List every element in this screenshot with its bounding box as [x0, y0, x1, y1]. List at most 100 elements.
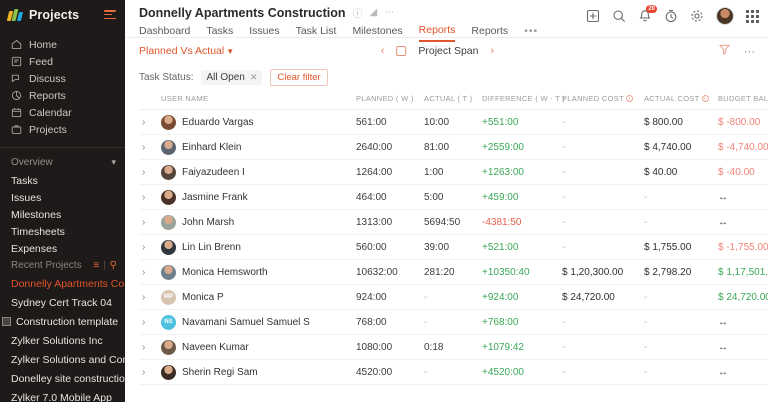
tab-task-list[interactable]: Task List — [295, 25, 337, 37]
table-row[interactable]: › Sherin Regi Sam 4520:00 - +4520:00 - - ↔ — [139, 359, 768, 385]
table-row[interactable]: › Eduardo Vargas 561:00 10:00 +551:00 - $ 800.… — [139, 109, 768, 135]
actual-cost-cell-value: $ 4,740.00 — [644, 141, 692, 153]
expand-row-icon[interactable]: › — [142, 216, 146, 228]
sort-icon[interactable]: ≡ — [93, 260, 100, 271]
avatar[interactable] — [161, 364, 176, 380]
tab-issues[interactable]: Issues — [249, 25, 280, 37]
app-grid-icon[interactable] — [746, 9, 759, 23]
info-icon[interactable]: ⓘ — [352, 9, 363, 20]
avatar[interactable] — [161, 189, 176, 205]
table-row[interactable]: › MP Monica P 924:00 - +924:00 $ 24,720.00 - $ 2… — [139, 284, 768, 310]
sidebar-item-expenses[interactable]: Expenses — [11, 242, 58, 255]
sidebar-item-feed[interactable]: Feed — [0, 53, 125, 70]
avatar[interactable] — [161, 164, 176, 180]
sidebar-item-milestones[interactable]: Milestones — [11, 208, 62, 221]
search-icon[interactable]: ⚲ — [109, 260, 117, 271]
next-span-button[interactable]: › — [490, 45, 495, 57]
tab-milestones[interactable]: Milestones — [352, 25, 403, 37]
avatar[interactable] — [161, 139, 176, 155]
chart-icon[interactable]: ◢ — [369, 7, 378, 18]
sidebar-item-reports[interactable]: Reports — [0, 87, 125, 104]
expand-row-icon[interactable]: › — [142, 241, 146, 253]
sidebar-section-overview[interactable]: Overview ▾ — [0, 153, 125, 172]
column-header-actual-t[interactable]: ACTUAL ( T ) — [424, 90, 482, 110]
recent-project-item[interactable]: Zylker Solutions Inc — [0, 331, 125, 350]
tab-reports[interactable]: Reports — [471, 25, 509, 37]
tab-dashboard[interactable]: Dashboard — [139, 25, 191, 37]
calendar-icon[interactable] — [396, 46, 407, 56]
gear-icon[interactable] — [690, 9, 704, 23]
sidebar-item-home[interactable]: Home — [0, 36, 125, 53]
notifications-bell-icon[interactable]: 20 — [638, 5, 657, 23]
difference-cell-value: +459:00 — [482, 191, 519, 203]
sidebar-item-timesheets[interactable]: Timesheets — [11, 225, 65, 238]
task-status-chip[interactable]: All Open ✕ — [201, 69, 263, 85]
expand-row-icon[interactable]: › — [142, 266, 146, 278]
row-expand-cell: › — [139, 209, 161, 235]
expand-row-icon[interactable]: › — [142, 291, 146, 303]
timer-icon[interactable] — [664, 9, 678, 23]
expand-row-icon[interactable]: › — [142, 141, 146, 153]
expand-row-icon[interactable]: › — [142, 316, 146, 328]
more-options-icon[interactable]: ⋯ — [384, 7, 395, 18]
sidebar-item-issues[interactable]: Issues — [11, 191, 42, 204]
info-icon[interactable]: i — [701, 95, 709, 102]
avatar[interactable] — [716, 7, 734, 25]
table-row[interactable]: › NS Navamani Samuel Samuel S 768:00 - +768:0… — [139, 309, 768, 335]
budget-balance-cell-value: ↔ — [718, 366, 728, 378]
recent-project-item[interactable]: Sydney Cert Track 04 — [0, 293, 125, 312]
column-header-planned-cost[interactable]: PLANNED COST i — [562, 90, 644, 110]
table-row[interactable]: › Faiyazudeen I 1264:00 1:00 +1263:00 - $ 40.0… — [139, 159, 768, 185]
recent-project-item[interactable]: Donnelly Apartments Con: — [0, 274, 125, 293]
avatar[interactable] — [161, 214, 176, 230]
column-header-planned-w[interactable]: PLANNED ( W ) — [356, 90, 424, 110]
previous-span-button[interactable]: ‹ — [380, 45, 385, 57]
avatar[interactable] — [161, 264, 176, 280]
expand-row-icon[interactable]: › — [142, 341, 146, 353]
column-header-actual-cost[interactable]: ACTUAL COST i — [644, 90, 718, 110]
expand-row-icon[interactable]: › — [142, 191, 146, 203]
sidebar-item-calendar[interactable]: Calendar — [0, 104, 125, 121]
tabs-more-icon[interactable]: ••• — [524, 25, 539, 37]
tab-reports[interactable]: Reports — [418, 24, 456, 42]
search-icon[interactable] — [612, 9, 626, 23]
avatar[interactable] — [161, 239, 176, 255]
recent-project-item[interactable]: Construction template — [0, 312, 125, 331]
report-selector[interactable]: Planned Vs Actual ▼ — [139, 45, 234, 57]
avatar[interactable]: NS — [161, 314, 176, 330]
actual-hours-cell-value: 5:00 — [424, 191, 444, 203]
more-options-icon[interactable]: ⋯ — [744, 45, 756, 58]
sidebar-item-tasks[interactable]: Tasks — [11, 174, 38, 187]
clear-filter-button[interactable]: Clear filter — [270, 68, 328, 86]
column-header-user-name[interactable]: USER NAME — [161, 90, 356, 110]
table-row[interactable]: › Jasmine Frank 464:00 5:00 +459:00 - - ↔ — [139, 184, 768, 210]
expand-row-icon[interactable]: › — [142, 166, 146, 178]
hamburger-icon[interactable] — [104, 10, 116, 19]
avatar[interactable] — [161, 339, 176, 355]
add-icon[interactable] — [586, 9, 600, 23]
column-header-difference-w-t[interactable]: DIFFERENCE ( W - T ) — [482, 90, 565, 110]
table-row[interactable]: › Naveen Kumar 1080:00 0:18 +1079:42 - - ↔ — [139, 334, 768, 360]
table-row[interactable]: › Monica Hemsworth 10632:00 281:20 +10350:40… — [139, 259, 768, 285]
table-row[interactable]: › Einhard Klein 2640:00 81:00 +2559:00 - $ 4,7… — [139, 134, 768, 160]
column-header-budget-balance[interactable]: BUDGET BALANCEi — [718, 90, 768, 110]
recent-project-item[interactable]: Zylker 7.0 Mobile App — [0, 388, 125, 402]
sidebar-brand[interactable]: Projects — [0, 0, 125, 30]
filter-funnel-icon[interactable] — [718, 44, 731, 58]
table-row[interactable]: › Lin Lin Brenn 560:00 39:00 +521:00 - $ 1,755… — [139, 234, 768, 260]
close-icon[interactable]: ✕ — [249, 71, 258, 82]
avatar[interactable]: MP — [161, 289, 176, 305]
recent-project-item[interactable]: Zylker Solutions and Cons: — [0, 350, 125, 369]
recent-project-item[interactable]: Donelley site construction — [0, 369, 125, 388]
divider: | — [103, 260, 106, 271]
table-row[interactable]: › John Marsh 1313:00 5694:50 -4381:50 - - ↔ — [139, 209, 768, 235]
sidebar-item-discuss[interactable]: Discuss — [0, 70, 125, 87]
sidebar-item-projects[interactable]: Projects — [0, 121, 125, 138]
difference-cell: +924:00 — [482, 284, 562, 310]
info-icon[interactable]: i — [625, 95, 633, 102]
tab-tasks[interactable]: Tasks — [206, 25, 234, 37]
avatar[interactable] — [161, 114, 176, 130]
expand-row-icon[interactable]: › — [142, 366, 146, 378]
planned-cost-cell-value: - — [562, 166, 566, 178]
expand-row-icon[interactable]: › — [142, 116, 146, 128]
